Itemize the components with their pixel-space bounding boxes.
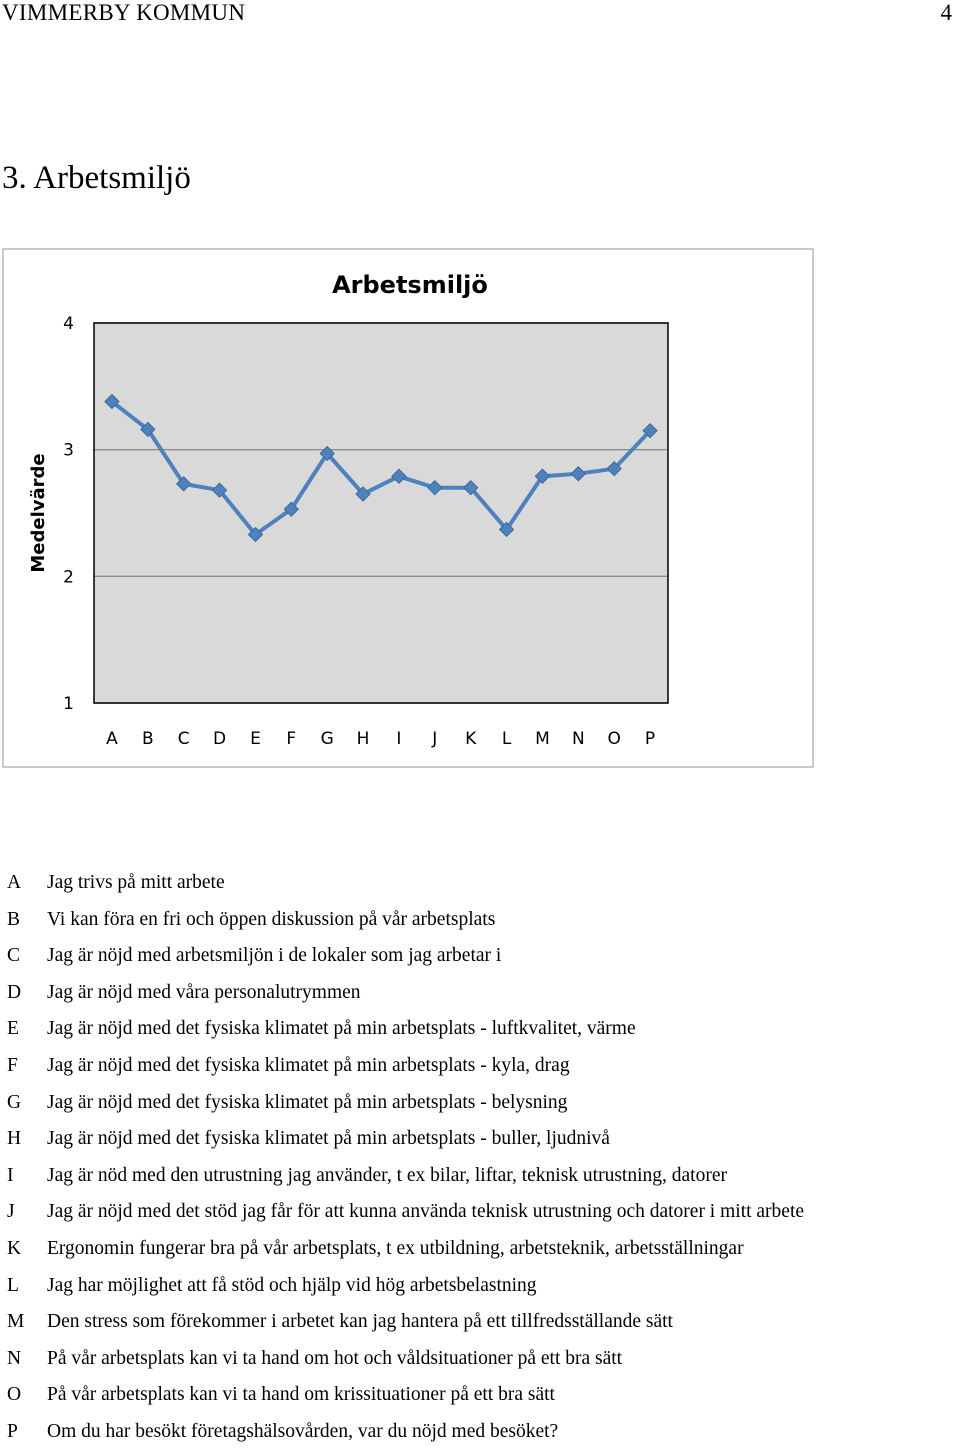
legend-letter: J: [7, 1201, 15, 1223]
legend-letter: O: [7, 1384, 22, 1406]
x-tick-label: J: [431, 729, 437, 749]
data-point-marker: [391, 468, 407, 484]
data-point-marker: [462, 479, 479, 496]
x-tick-label: P: [645, 729, 655, 749]
x-tick-label: N: [572, 729, 585, 749]
legend-letter: A: [7, 872, 22, 893]
x-tick-label: I: [396, 729, 401, 749]
series-line: [110, 399, 652, 537]
legend-text: Jag är nöjd med det fysiska klimatet på …: [47, 1018, 636, 1040]
legend-letter: M: [7, 1311, 25, 1333]
data-point-marker: [606, 460, 622, 477]
data-point-marker: [283, 501, 300, 517]
plot-border: [93, 322, 669, 704]
legend-letter: P: [7, 1421, 18, 1442]
data-point-marker: [355, 486, 371, 502]
x-tick-label: G: [321, 729, 334, 749]
data-point-marker: [211, 482, 228, 498]
legend-text: Ergonomin fungerar bra på vår arbetsplat…: [47, 1238, 744, 1259]
data-point-marker: [319, 445, 335, 462]
legend-letter: I: [7, 1164, 14, 1186]
legend-text: Jag är nöjd med det fysiska klimatet på …: [47, 1055, 570, 1076]
x-tick-label: D: [213, 729, 226, 749]
legend-text: Jag har möjlighet att få stöd och hjälp …: [47, 1274, 537, 1296]
legend-letter: H: [7, 1128, 22, 1150]
x-tick-label: B: [142, 729, 154, 749]
legend-text: Jag är nöjd med det stöd jag får för att…: [47, 1201, 805, 1223]
legend-letter: F: [7, 1055, 18, 1076]
x-tick-label: F: [286, 729, 296, 749]
legend-letter: C: [7, 945, 21, 967]
legend-text: På vår arbetsplats kan vi ta hand om kri…: [47, 1384, 555, 1406]
legend-text: På vår arbetsplats kan vi ta hand om hot…: [47, 1347, 623, 1369]
legend-letter: L: [7, 1274, 19, 1296]
legend-text: Den stress som förekommer i arbetet kan …: [47, 1311, 673, 1333]
line-chart: 1 2 3 4 A B C D E F G H I J K L M N O P Arbetsmiljö Medelvärd…: [28, 271, 669, 749]
y-tick-label: 3: [63, 441, 74, 461]
data-point-marker: [175, 476, 192, 492]
x-tick-label: M: [535, 729, 550, 749]
section-title: 3. Arbetsmiljö: [2, 160, 191, 196]
legend-letter: E: [7, 1018, 19, 1040]
data-point-marker: [642, 422, 658, 439]
y-tick-label: 1: [63, 694, 74, 714]
y-tick-label: 4: [63, 314, 74, 334]
x-tick-label: K: [465, 729, 477, 749]
x-tick-label: E: [250, 729, 261, 749]
y-axis-label: Medelvärde: [28, 453, 49, 572]
legend-text: Om du har besökt företagshälsovården, va…: [47, 1421, 559, 1442]
x-tick-label: L: [502, 729, 512, 749]
legend-letter: D: [7, 981, 22, 1003]
data-point-marker: [427, 479, 443, 496]
x-tick-label: C: [178, 729, 190, 749]
legend-text: Jag är nöd med den utrustning jag använd…: [47, 1164, 727, 1186]
legend-letter: N: [7, 1347, 22, 1369]
x-tick-label: A: [106, 729, 118, 749]
data-point-marker: [104, 393, 120, 410]
legend-text: Jag är nöjd med det fysiska klimatet på …: [47, 1091, 568, 1113]
x-tick-label: O: [607, 729, 620, 749]
legend-text: Jag trivs på mitt arbete: [47, 872, 225, 893]
legend-text: Jag är nöjd med det fysiska klimatet på …: [47, 1128, 610, 1150]
legend-letter: G: [7, 1091, 22, 1113]
legend-text: Jag är nöjd med våra personalutrymmen: [47, 981, 361, 1003]
header-org-name: VIMMERBY KOMMUN: [2, 0, 246, 25]
legend-text: Jag är nöjd med arbetsmiljön i de lokale…: [47, 945, 502, 967]
y-tick-label: 2: [63, 567, 74, 587]
chart-container: 1 2 3 4 A B C D E F G H I J K L M N O P Arbetsmiljö Medelvärd…: [2, 248, 814, 768]
data-point-marker: [140, 421, 156, 438]
plot-area: [94, 323, 668, 703]
x-tick-label: H: [357, 729, 370, 749]
data-point-marker: [498, 521, 515, 538]
legend-text: Vi kan föra en fri och öppen diskussion …: [47, 908, 496, 930]
chart-title: Arbetsmiljö: [332, 271, 488, 299]
legend-letter: B: [7, 908, 21, 930]
data-point-marker: [534, 468, 551, 484]
data-point-marker: [570, 466, 587, 482]
data-point-marker: [247, 526, 264, 543]
legend-letter: K: [7, 1238, 22, 1259]
header-page-number: 4: [940, 0, 953, 25]
